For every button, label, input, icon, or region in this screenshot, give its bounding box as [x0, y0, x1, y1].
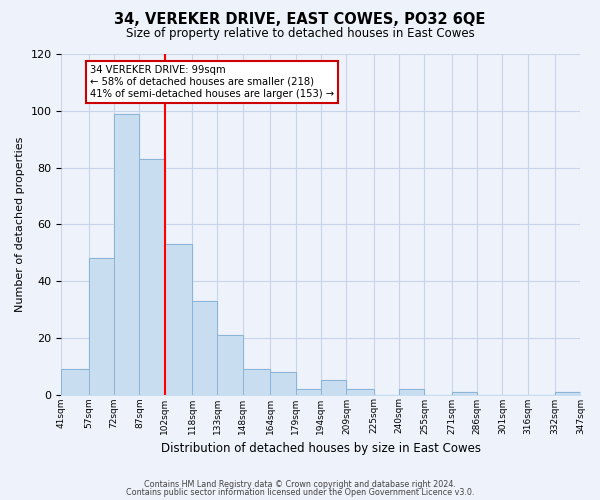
- X-axis label: Distribution of detached houses by size in East Cowes: Distribution of detached houses by size …: [161, 442, 481, 455]
- Y-axis label: Number of detached properties: Number of detached properties: [15, 136, 25, 312]
- Text: 34 VEREKER DRIVE: 99sqm
← 58% of detached houses are smaller (218)
41% of semi-d: 34 VEREKER DRIVE: 99sqm ← 58% of detache…: [90, 66, 334, 98]
- Text: Contains public sector information licensed under the Open Government Licence v3: Contains public sector information licen…: [126, 488, 474, 497]
- Text: 34, VEREKER DRIVE, EAST COWES, PO32 6QE: 34, VEREKER DRIVE, EAST COWES, PO32 6QE: [115, 12, 485, 28]
- Text: Contains HM Land Registry data © Crown copyright and database right 2024.: Contains HM Land Registry data © Crown c…: [144, 480, 456, 489]
- Text: Size of property relative to detached houses in East Cowes: Size of property relative to detached ho…: [125, 28, 475, 40]
